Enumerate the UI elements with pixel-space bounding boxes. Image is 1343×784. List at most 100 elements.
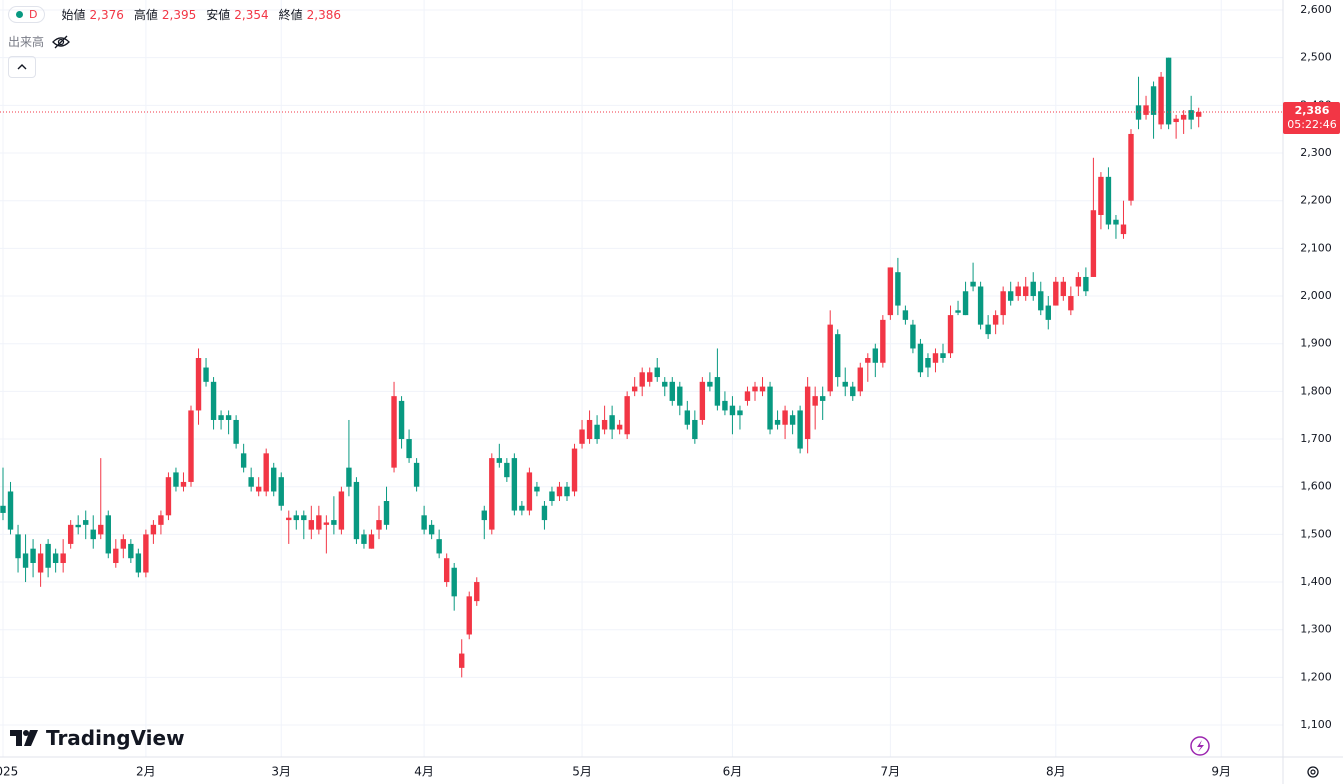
candle-body [571,448,578,492]
candle-body [428,524,435,535]
logo-mark [10,730,38,746]
x-tick-label: 7月 [881,765,901,779]
candle-body [376,520,382,530]
candle-body [1105,176,1112,225]
candle-body [519,505,525,511]
candle-body [308,520,315,530]
candle-body [722,400,728,411]
x-tick-label: 5月 [572,765,592,779]
candle-body [782,410,788,425]
last-price-box [1283,102,1340,135]
settings-icon [1307,766,1319,778]
collapse-button[interactable] [8,56,36,78]
candle-body [105,515,111,554]
candle-body [850,386,856,397]
candle-body [286,517,292,521]
candle-body [579,429,585,444]
candle-body [639,372,645,387]
chevron [17,64,27,70]
candle-body [714,377,721,406]
candle-body [962,291,969,316]
y-tick-label: 2,200 [1300,194,1332,207]
candle-body [977,286,984,325]
countdown: 05:22:46 [1287,118,1336,131]
candle-body [37,553,44,573]
candle-body [466,596,472,635]
candle-body [120,539,127,549]
candle-body [459,653,465,668]
candle-body [744,391,751,401]
candle-body [917,343,924,373]
interval-pill[interactable]: D [8,6,46,23]
candle-body [203,367,209,382]
candle-body [616,424,623,430]
candle-body [45,543,51,568]
candle-body [316,515,322,530]
candle-body [346,467,352,487]
candle-body [1090,210,1097,277]
candle-body [180,481,187,487]
candle-body [248,477,254,487]
candle-body [872,348,879,363]
candle-body [218,415,224,420]
candle-body [774,419,781,425]
candle-body [1060,281,1067,297]
candle-body [662,381,668,387]
candle-body [30,548,36,563]
x-tick-label: 8月 [1046,765,1066,779]
candle-body [1150,86,1157,115]
candle-body [541,505,548,521]
y-tick-label: 2,600 [1300,3,1332,16]
candle-body [880,319,886,363]
candle-body [323,522,330,525]
y-tick-label: 1,600 [1300,480,1332,493]
candle-body [932,353,939,363]
candle-body [699,381,706,420]
candle-body [940,353,946,359]
candle-body [1113,219,1119,225]
low-value: 2,354 [234,7,269,22]
candle-body [406,439,412,459]
candle-body [1188,110,1194,120]
candle-body [481,510,487,521]
hide-icon[interactable] [52,35,70,49]
candle-body [188,410,194,482]
candle-body [1000,291,1006,316]
candle-body [556,486,563,497]
candle-body [601,419,608,430]
candle-body [338,491,345,530]
settings-hub [1310,769,1316,775]
candle-body [1038,291,1044,311]
candle-body [729,405,736,416]
logo: TradingView [10,726,185,750]
open-label: 始値 [61,8,86,22]
candle-body [955,310,961,313]
candle-body [489,458,495,530]
y-tick-label: 1,300 [1300,623,1332,636]
candle-body [255,486,262,492]
y-tick-label: 1,500 [1300,527,1332,540]
low-label: 安値 [206,8,231,22]
high-label: 高値 [133,8,158,22]
candle-body [970,281,976,287]
y-tick-label: 2,500 [1300,51,1332,64]
close-value: 2,386 [306,7,341,22]
candle-body [210,381,217,420]
x-tick-label: 2月 [136,765,156,779]
candle-body [240,453,247,468]
candle-body [835,334,841,378]
volume-row: 出来高 [8,33,70,50]
candle-body [985,324,991,335]
candle-body [22,553,29,568]
candle-body [1045,305,1051,320]
candle-body [752,386,758,392]
candle-body [195,358,202,411]
candle-body [947,315,954,354]
candle-body [67,524,74,544]
lightning-icon [1190,736,1210,756]
candle-body [767,386,773,430]
x-tick-label: 6月 [723,765,743,779]
candle-body [1158,76,1164,125]
candle-body [301,515,307,521]
y-tick-label: 1,700 [1300,432,1332,445]
